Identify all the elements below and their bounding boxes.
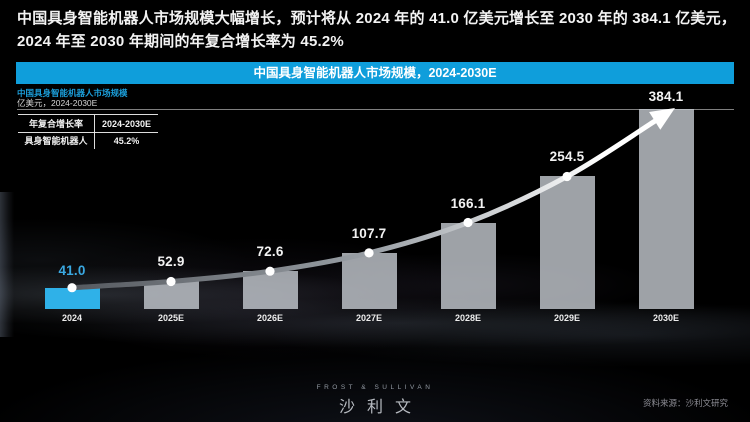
banner-title: 中国具身智能机器人市场规模，2024-2030E [253, 66, 497, 80]
x-label-2028E: 2028E [454, 313, 482, 323]
bar-2029E [539, 176, 595, 309]
legend-row-series: 具身智能机器人 [24, 136, 88, 146]
bar-value-2028E: 166.1 [450, 195, 486, 211]
bar-2026E [242, 271, 298, 309]
left-light-streak [0, 192, 14, 337]
chart-subtitle: 中国具身智能机器人市场规模 [17, 88, 128, 98]
x-label-2025E: 2025E [157, 313, 185, 323]
chart-unit-label: 亿美元，2024-2030E [17, 98, 98, 108]
x-label-2030E: 2030E [652, 313, 680, 323]
x-label-2027E: 2027E [355, 313, 383, 323]
bar-2024 [44, 287, 100, 309]
bar-value-2025E: 52.9 [157, 254, 185, 270]
data-source-note: 资料来源：沙利文研究 [642, 398, 728, 408]
legend-header-metric: 年复合增长率 [28, 119, 83, 129]
logo-wordmark: FROST & SULLIVAN [316, 384, 434, 391]
frost-sullivan-logo: FROST & SULLIVAN 沙利文 [0, 384, 750, 417]
bar-value-2027E: 107.7 [351, 225, 387, 241]
page-headline: 中国具身智能机器人市场规模大幅增长，预计将从 2024 年的 41.0 亿美元增… [17, 10, 737, 50]
bar-value-2026E: 72.6 [256, 244, 284, 260]
x-label-2026E: 2026E [256, 313, 284, 323]
bar-2025E [143, 281, 199, 309]
bar-2030E [638, 109, 694, 309]
x-label-2024: 2024 [61, 313, 83, 323]
bar-value-2024: 41.0 [58, 262, 86, 278]
bar-value-2029E: 254.5 [549, 149, 585, 165]
x-label-2029E: 2029E [553, 313, 581, 323]
top-gridline [17, 109, 734, 110]
logo-chinese-name: 沙利文 [338, 399, 423, 416]
bar-value-2030E: 384.1 [648, 89, 684, 104]
bar-2027E [341, 252, 397, 309]
bar-2028E [440, 222, 496, 309]
banner: 中国具身智能机器人市场规模，2024-2030E [16, 62, 734, 84]
